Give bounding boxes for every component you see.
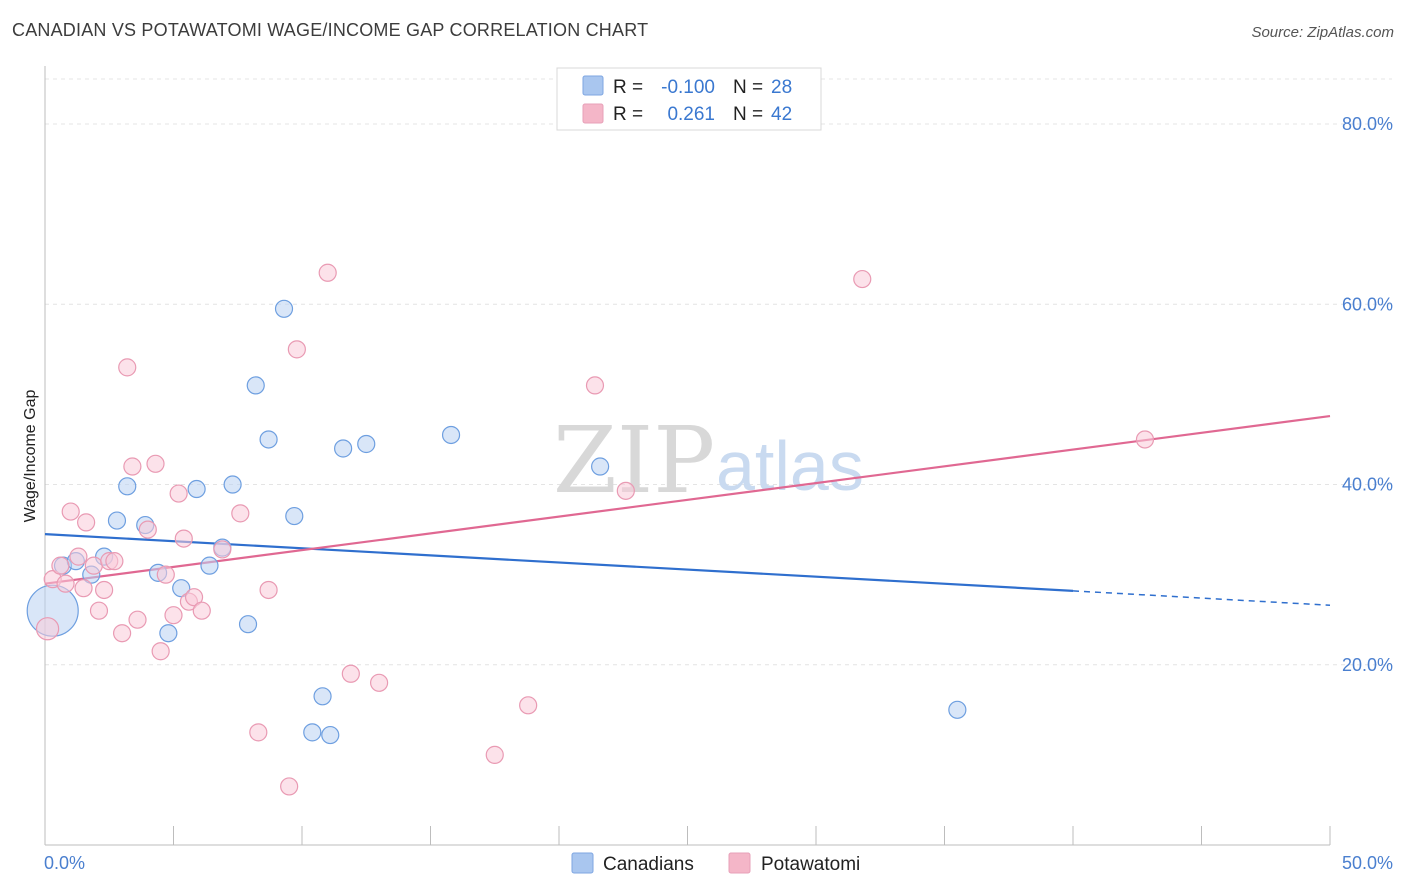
- point-potawatomi: [519, 696, 538, 715]
- y-axis-title: Wage/Income Gap: [22, 390, 39, 523]
- watermark: ZIP atlas: [553, 407, 864, 514]
- legend-n-value-potawatomi: 42: [771, 104, 792, 125]
- legend-swatch-potawatomi: [582, 103, 604, 124]
- point-canadians: [334, 439, 353, 458]
- point-potawatomi: [169, 484, 188, 503]
- bottom-legend-swatch-potawatomi: [728, 852, 751, 874]
- point-canadians: [118, 477, 137, 496]
- point-potawatomi: [280, 777, 299, 796]
- gridlines: [45, 78, 1392, 666]
- y-tick-label: 20.0%: [1342, 655, 1393, 675]
- trend-line-potawatomi: [44, 414, 1331, 585]
- point-potawatomi: [89, 601, 109, 620]
- point-canadians: [285, 506, 304, 526]
- legend-r-label: R =: [613, 104, 643, 125]
- point-potawatomi: [616, 481, 635, 500]
- point-potawatomi: [128, 610, 147, 629]
- legend-n-label: N =: [733, 104, 763, 125]
- y-tick-label: 80.0%: [1342, 114, 1393, 134]
- point-canadians: [303, 723, 322, 742]
- legend-r-label: R =: [613, 77, 643, 98]
- point-potawatomi: [485, 745, 504, 764]
- point-potawatomi: [151, 642, 170, 661]
- legend-swatch-canadians: [582, 75, 604, 96]
- source-label: Source: ZipAtlas.com: [1251, 24, 1394, 41]
- point-potawatomi: [95, 580, 114, 600]
- point-canadians: [187, 479, 206, 499]
- legend-box: R = -0.100 N = 28 R = 0.261 N = 42: [556, 67, 822, 131]
- point-potawatomi: [164, 606, 183, 625]
- axes: [44, 66, 1331, 846]
- point-canadians: [159, 624, 178, 643]
- bottom-legend: Canadians Potawatomi: [571, 852, 860, 875]
- point-potawatomi: [192, 601, 211, 620]
- bottom-legend-potawatomi: Potawatomi: [761, 854, 860, 875]
- point-potawatomi: [123, 457, 142, 476]
- legend-r-value-canadians: -0.100: [661, 77, 715, 98]
- point-canadians: [172, 579, 191, 598]
- point-potawatomi: [174, 529, 193, 548]
- point-potawatomi: [156, 565, 175, 584]
- point-potawatomi: [69, 547, 88, 566]
- point-potawatomi: [318, 263, 337, 282]
- point-potawatomi: [585, 376, 605, 395]
- point-potawatomi: [853, 269, 872, 289]
- point-canadians: [259, 430, 278, 449]
- legend-n-value-canadians: 28: [771, 77, 792, 98]
- point-potawatomi: [231, 504, 250, 523]
- point-potawatomi: [118, 358, 137, 377]
- point-canadians: [238, 615, 258, 634]
- point-canadians: [246, 376, 265, 395]
- point-canadians: [200, 556, 219, 575]
- point-potawatomi: [287, 340, 306, 359]
- point-potawatomi: [35, 617, 60, 641]
- legend-n-label: N =: [733, 77, 763, 98]
- point-canadians: [948, 700, 967, 719]
- point-canadians: [591, 457, 610, 476]
- point-potawatomi: [370, 673, 389, 692]
- data-points: [26, 263, 1155, 796]
- point-potawatomi: [74, 579, 93, 598]
- x-tick-label-max: 50.0%: [1342, 853, 1393, 873]
- point-potawatomi: [105, 552, 124, 571]
- x-tick-label-min: 0.0%: [44, 853, 85, 873]
- point-potawatomi: [341, 664, 360, 683]
- watermark-zip: ZIP: [553, 407, 715, 514]
- point-potawatomi: [84, 556, 103, 575]
- trend-extension-canadians: [1072, 590, 1331, 607]
- point-potawatomi: [61, 502, 80, 521]
- point-potawatomi: [213, 540, 232, 559]
- point-canadians: [357, 434, 376, 454]
- point-potawatomi: [259, 580, 278, 600]
- point-potawatomi: [51, 556, 70, 575]
- point-canadians: [223, 475, 242, 494]
- tick-labels: 20.0% 40.0% 60.0% 80.0% 0.0% 50.0%: [44, 114, 1393, 873]
- y-tick-label: 40.0%: [1342, 475, 1393, 495]
- point-potawatomi: [112, 624, 132, 643]
- point-potawatomi: [56, 574, 75, 593]
- point-canadians: [274, 299, 294, 318]
- point-potawatomi: [1135, 430, 1155, 449]
- bottom-legend-swatch-canadians: [571, 852, 594, 874]
- point-canadians: [441, 425, 461, 445]
- legend-r-value-potawatomi: 0.261: [667, 104, 715, 125]
- point-potawatomi: [138, 520, 157, 539]
- point-potawatomi: [77, 513, 96, 532]
- y-tick-label: 60.0%: [1342, 294, 1393, 314]
- bottom-legend-canadians: Canadians: [603, 854, 694, 875]
- chart-title: CANADIAN VS POTAWATOMI WAGE/INCOME GAP C…: [12, 20, 649, 40]
- point-canadians: [313, 687, 332, 706]
- point-potawatomi: [249, 723, 268, 742]
- point-potawatomi: [184, 588, 204, 607]
- point-canadians: [107, 511, 127, 530]
- point-potawatomi: [146, 454, 165, 473]
- point-canadians: [321, 725, 340, 745]
